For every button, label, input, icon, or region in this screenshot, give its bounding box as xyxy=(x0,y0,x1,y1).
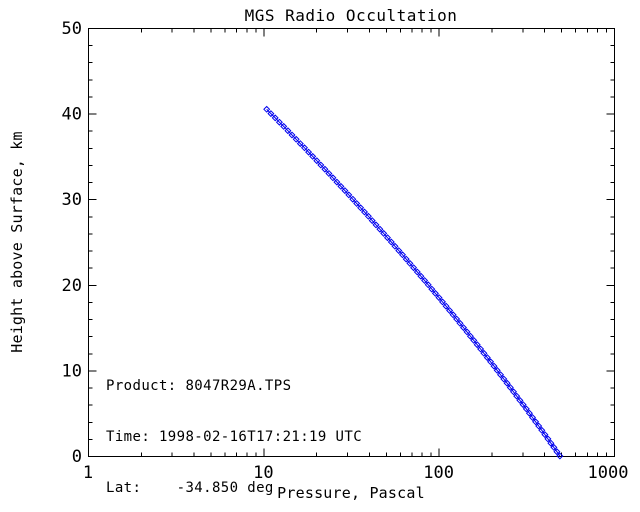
x-tick-label: 10 xyxy=(253,463,273,483)
y-axis-title: Height above Surface, km xyxy=(8,131,26,353)
tick-labels: 1 10 100 1000 0 10 20 30 40 50 xyxy=(62,19,629,483)
y-tick-label: 30 xyxy=(62,190,82,210)
chart-title: MGS Radio Occultation xyxy=(244,6,458,25)
y-tick-label: 20 xyxy=(62,276,82,296)
y-tick-label: 40 xyxy=(62,105,82,125)
annotation-product: Product: 8047R29A.TPS xyxy=(106,378,292,394)
diamond-markers xyxy=(263,105,564,460)
x-tick-label: 1000 xyxy=(588,463,629,483)
axes xyxy=(88,28,615,457)
y-tick-label: 50 xyxy=(62,19,82,39)
y-tick-label: 10 xyxy=(62,361,82,381)
annotation-lat: Lat: -34.850 deg xyxy=(106,480,274,496)
x-tick-label: 100 xyxy=(423,463,454,483)
annotation-time: Time: 1998-02-16T17:21:19 UTC xyxy=(106,429,363,445)
profile-line xyxy=(266,108,561,457)
x-tick-label: 1 xyxy=(83,463,93,483)
y-tick-label: 0 xyxy=(72,447,82,467)
annotation-block: Product: 8047R29A.TPS Time: 1998-02-16T1… xyxy=(106,344,362,512)
data-series xyxy=(263,105,564,460)
x-axis-title: Pressure, Pascal xyxy=(277,484,425,502)
